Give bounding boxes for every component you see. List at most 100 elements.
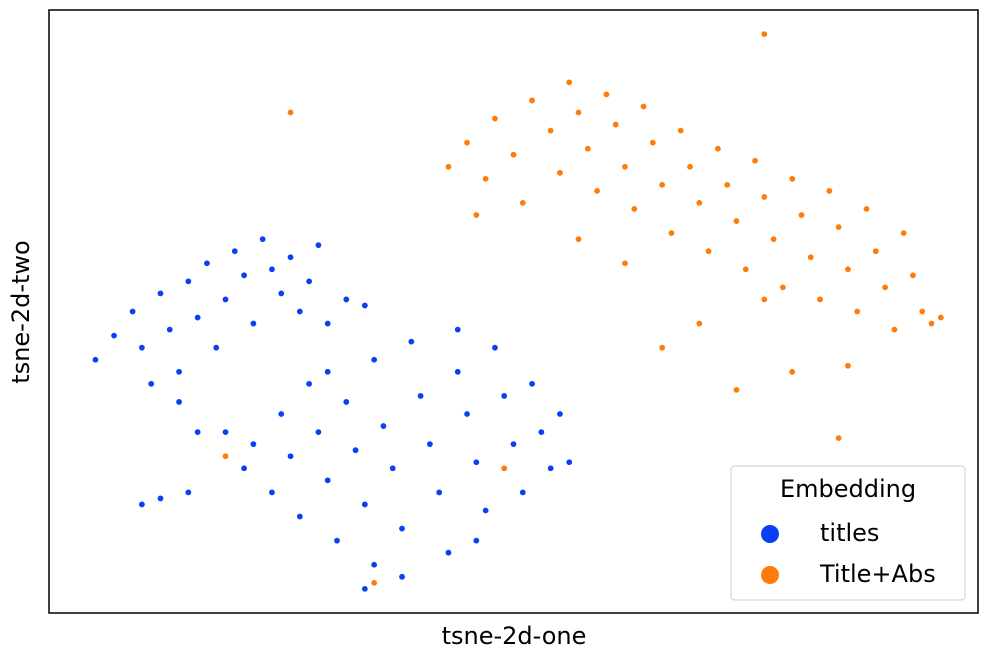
point [277,410,285,418]
point [918,307,926,315]
points [91,30,945,593]
point [324,368,332,376]
point [816,295,824,303]
point [751,157,759,165]
point [240,271,248,279]
point [352,446,360,454]
point [491,344,499,352]
point [909,271,917,279]
legend: Embedding titles Title+Abs [730,465,966,601]
point [370,579,378,587]
point [890,326,898,334]
point [156,494,164,502]
point [835,223,843,231]
point [872,247,880,255]
point [156,289,164,297]
point [379,422,387,430]
point [398,573,406,581]
point [528,380,536,388]
point [500,464,508,472]
point [314,428,322,436]
point [602,90,610,98]
point [565,458,573,466]
point [797,211,805,219]
point [742,265,750,273]
point [695,199,703,207]
point [630,205,638,213]
point [249,440,257,448]
point [240,464,248,472]
point [296,513,304,521]
point [658,181,666,189]
point [305,380,313,388]
point [519,488,527,496]
point [519,199,527,207]
point [454,326,462,334]
point [556,169,564,177]
point [593,187,601,195]
point [175,368,183,376]
point [695,320,703,328]
point [91,356,99,364]
point [370,356,378,364]
point [844,265,852,273]
point [333,537,341,545]
point [287,452,295,460]
point [491,115,499,123]
point [212,344,220,352]
point [175,398,183,406]
point [324,320,332,328]
point [444,163,452,171]
point [194,314,202,322]
point [370,561,378,569]
legend-marker [761,566,779,584]
point [259,235,267,243]
point [621,163,629,171]
point [723,181,731,189]
point [249,320,257,328]
point [686,163,694,171]
legend-label: titles [820,519,879,547]
point [138,500,146,508]
point [853,307,861,315]
point [705,247,713,255]
point [500,392,508,400]
point [426,440,434,448]
point [732,386,740,394]
point [454,368,462,376]
point [444,549,452,557]
point [825,187,833,195]
point [649,139,657,147]
point [417,392,425,400]
point [222,428,230,436]
point [575,235,583,243]
point [147,380,155,388]
point [222,295,230,303]
point [287,109,295,117]
point [361,585,369,593]
point [129,307,137,315]
point [296,307,304,315]
point [575,109,583,117]
point [324,476,332,484]
point [770,235,778,243]
point [463,139,471,147]
plot-frame [48,9,979,614]
point [138,344,146,352]
point [398,525,406,533]
point [612,121,620,129]
point [277,289,285,297]
point [547,464,555,472]
point [389,464,397,472]
point [166,326,174,334]
point [900,229,908,237]
point [184,277,192,285]
legend-label: Title+Abs [819,560,936,588]
point [222,452,230,460]
point [928,320,936,328]
point [268,488,276,496]
point [407,338,415,346]
point [509,151,517,159]
point [509,440,517,448]
